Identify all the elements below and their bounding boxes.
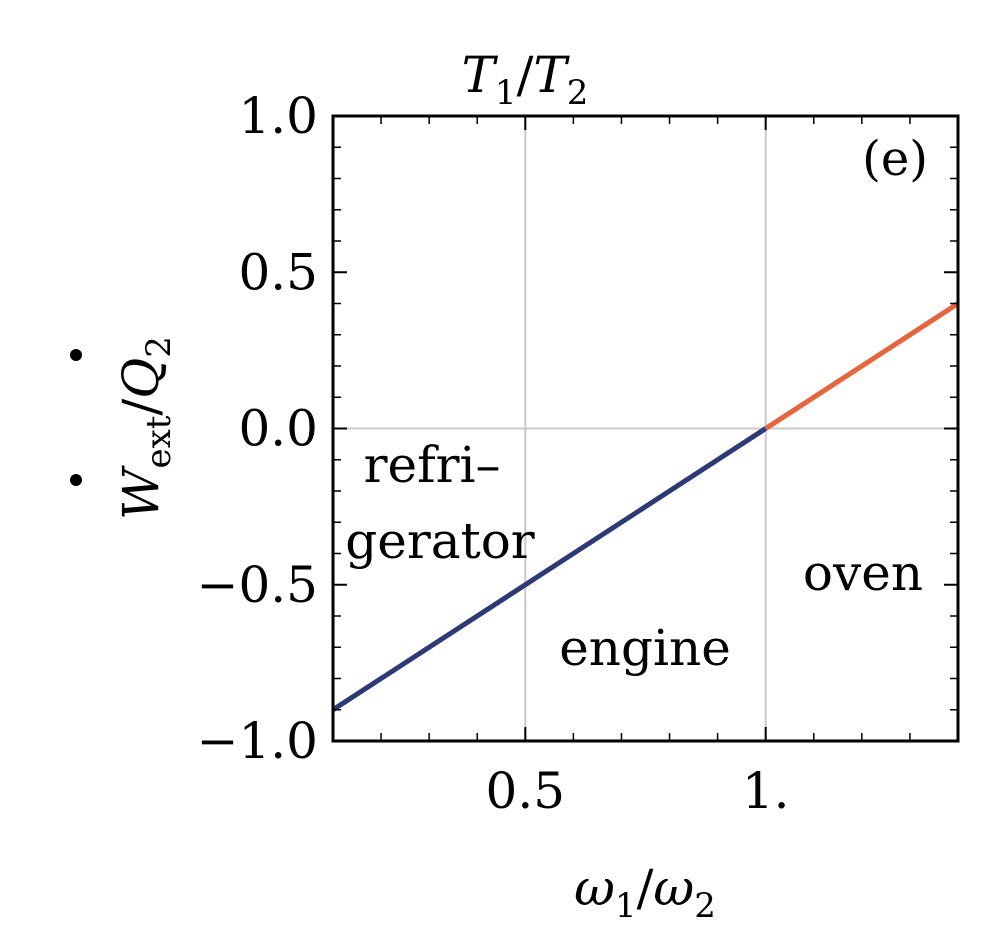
x-label-sep: / — [637, 859, 654, 917]
top-label-sub2: 2 — [567, 73, 589, 113]
x-label-main2: ω — [653, 859, 694, 917]
y-label-sub1: ext — [139, 415, 179, 468]
series-line-0 — [331, 426, 768, 712]
y-label-sub2: 2 — [139, 336, 179, 358]
region-label-refrigerator-line-1: refri– — [364, 436, 501, 494]
ticks: 0.5 1. 1.0 0.5 0.0 −0.5 −1.0 — [197, 87, 959, 820]
top-axis-label: T1/T2 — [462, 46, 589, 113]
y-axis-label: Wext/Q2 — [112, 336, 179, 520]
top-label-sub1: 1 — [495, 73, 517, 113]
top-label-main: T — [462, 46, 499, 104]
y-label-sep: / — [112, 399, 170, 416]
x-label-sub2: 2 — [694, 886, 716, 926]
y-tick-label-1: 0.5 — [238, 243, 318, 301]
y-tick-label-4: −1.0 — [197, 712, 318, 770]
region-label-oven: oven — [803, 544, 923, 602]
y-label-main: W — [112, 465, 170, 520]
y-tick-label-2: 0.0 — [238, 400, 318, 458]
series-layer — [331, 301, 960, 712]
region-label-refrigerator-line-2: gerator — [345, 512, 535, 570]
y-label-dot-w — [70, 474, 82, 486]
series-line-1 — [764, 301, 960, 431]
region-label-engine: engine — [559, 619, 731, 677]
x-label-main: ω — [574, 859, 615, 917]
top-label-sep: / — [517, 46, 534, 104]
x-tick-label-1: 1. — [742, 762, 790, 820]
y-tick-label-3: −0.5 — [197, 556, 318, 614]
panel-label: (e) — [862, 131, 928, 187]
top-label-main2: T — [533, 46, 570, 104]
y-label-main2: Q — [112, 358, 170, 399]
region-label-refrigerator: refri– gerator — [345, 436, 535, 570]
x-axis-label: ω1/ω2 — [574, 859, 716, 926]
y-label-dot-q — [70, 349, 82, 361]
y-tick-label-0: 1.0 — [238, 87, 318, 145]
x-label-sub1: 1 — [615, 886, 637, 926]
y-axis-label-group: Wext/Q2 — [70, 336, 179, 520]
x-tick-label-0: 0.5 — [486, 762, 566, 820]
